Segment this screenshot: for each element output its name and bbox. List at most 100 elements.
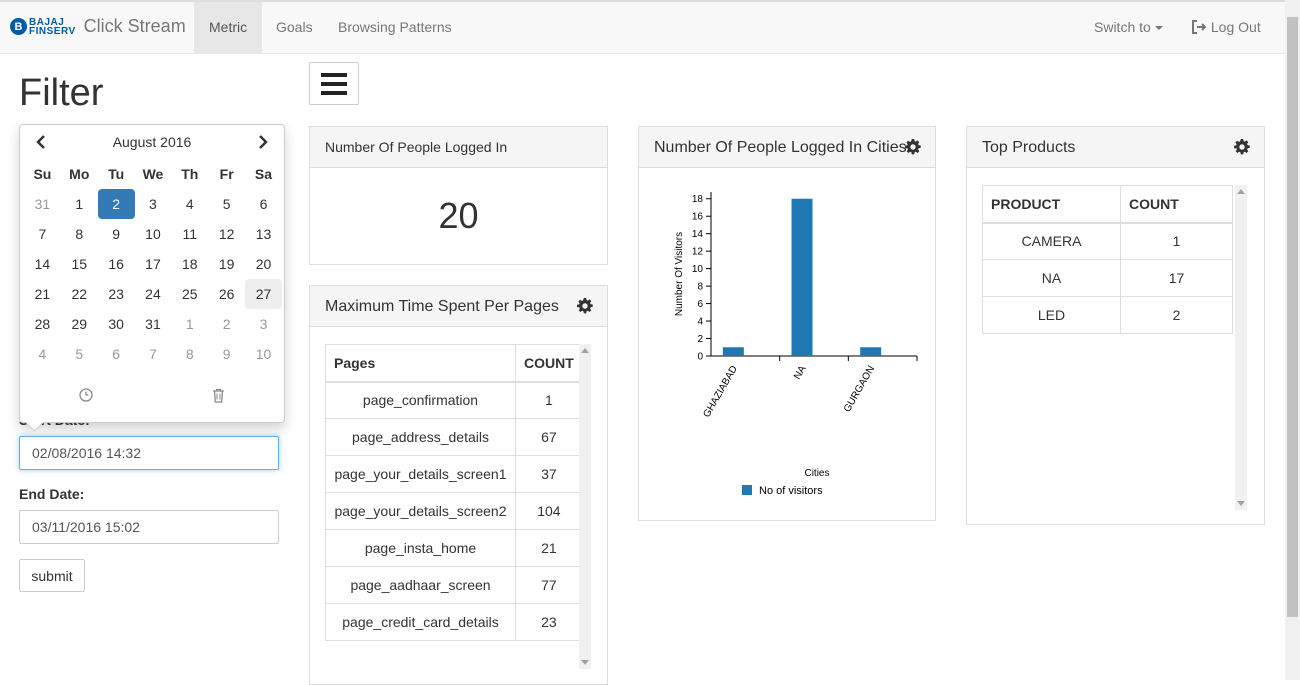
table-scrollbar[interactable] bbox=[579, 344, 591, 669]
column-header-count[interactable]: COUNT bbox=[515, 344, 583, 383]
gear-icon[interactable] bbox=[1234, 139, 1250, 155]
nav-item-browsing-patterns[interactable]: Browsing Patterns bbox=[338, 19, 452, 35]
calendar-day[interactable]: 2 bbox=[222, 316, 231, 332]
calendar-day[interactable]: 14 bbox=[34, 256, 51, 272]
calendar-day[interactable]: 4 bbox=[38, 346, 47, 362]
calendar-week-row: 28 29 30 31 1 2 3 bbox=[24, 309, 282, 339]
calendar-day[interactable]: 16 bbox=[108, 256, 124, 272]
calendar-day[interactable]: 31 bbox=[145, 316, 161, 332]
calendar-day[interactable]: 12 bbox=[218, 226, 235, 242]
table-row[interactable]: CAMERA 1 bbox=[982, 222, 1233, 260]
menu-toggle-hamburger-icon[interactable] bbox=[309, 62, 359, 105]
calendar-day[interactable]: 21 bbox=[34, 286, 51, 302]
time-picker-button[interactable] bbox=[20, 379, 152, 411]
x-tick-label: GHAZIABAD bbox=[702, 364, 740, 420]
scroll-down-arrow-icon[interactable] bbox=[581, 660, 589, 665]
calendar-day[interactable]: 1 bbox=[185, 316, 194, 332]
logout-label: Log Out bbox=[1210, 19, 1261, 35]
scroll-down-arrow-icon[interactable] bbox=[1237, 501, 1245, 506]
calendar-day[interactable]: 13 bbox=[255, 226, 272, 242]
table-cell-count: 67 bbox=[515, 418, 583, 456]
calendar-day[interactable]: 15 bbox=[71, 256, 88, 272]
table-row[interactable]: page_your_details_screen2 104 bbox=[325, 492, 583, 530]
calendar-day[interactable]: 17 bbox=[145, 256, 161, 272]
calendar-day[interactable]: 8 bbox=[185, 346, 194, 362]
calendar-day[interactable]: 6 bbox=[259, 196, 268, 212]
table-row[interactable]: page_address_details 67 bbox=[325, 418, 583, 456]
calendar-day[interactable]: 30 bbox=[108, 316, 124, 332]
calendar-day[interactable]: 10 bbox=[145, 226, 161, 242]
table-row[interactable]: LED 2 bbox=[982, 296, 1233, 334]
products-table-wrapper: PRODUCT COUNT CAMERA 1 NA 17 LED 2 bbox=[982, 185, 1233, 334]
calendar-day[interactable]: 5 bbox=[222, 196, 231, 212]
calendar-day[interactable]: 9 bbox=[222, 346, 231, 362]
column-header-count[interactable]: COUNT bbox=[1120, 185, 1233, 224]
calendar-day[interactable]: 27 bbox=[245, 279, 282, 309]
table-scrollbar[interactable] bbox=[1235, 185, 1247, 510]
table-row[interactable]: page_credit_card_details 23 bbox=[325, 603, 583, 641]
weekday-header: Sa bbox=[254, 166, 273, 182]
calendar-day[interactable]: 22 bbox=[71, 286, 88, 302]
calendar-day[interactable]: 29 bbox=[71, 316, 88, 332]
y-tick-label: 0 bbox=[697, 352, 703, 363]
gear-icon[interactable] bbox=[577, 298, 593, 314]
calendar-day[interactable]: 4 bbox=[185, 196, 194, 212]
bar bbox=[722, 347, 744, 356]
calendar-day[interactable]: 26 bbox=[218, 286, 235, 302]
submit-button[interactable]: submit bbox=[19, 559, 85, 592]
calendar-month-title[interactable]: August 2016 bbox=[112, 134, 192, 150]
start-date-input[interactable] bbox=[19, 436, 279, 470]
column-header-pages[interactable]: Pages bbox=[325, 344, 516, 383]
calendar-day[interactable]: 9 bbox=[112, 226, 120, 242]
next-month-chevron-icon[interactable] bbox=[248, 130, 278, 154]
calendar-day[interactable]: 31 bbox=[34, 196, 51, 212]
calendar-grid: Su Mo Tu We Th Fr Sa 31 1 2 3 4 5 6 7 8 9 10 11 12 13 14 15 16 1… bbox=[24, 159, 282, 369]
calendar-day[interactable]: 5 bbox=[75, 346, 84, 362]
calendar-day[interactable]: 18 bbox=[182, 256, 198, 272]
nav-item-metric[interactable]: Metric bbox=[194, 2, 263, 54]
calendar-day[interactable]: 28 bbox=[34, 316, 51, 332]
brand[interactable]: B BAJAJ FINSERV Click Stream bbox=[10, 16, 186, 37]
column-header-product[interactable]: PRODUCT bbox=[982, 185, 1121, 224]
scroll-up-arrow-icon[interactable] bbox=[1237, 189, 1245, 194]
logged-in-panel: Number Of People Logged In 20 bbox=[309, 126, 608, 265]
calendar-day[interactable]: 23 bbox=[108, 286, 124, 302]
logo-line-2: FINSERV bbox=[29, 25, 76, 37]
table-cell-count: 21 bbox=[515, 529, 583, 567]
nav-item-goals[interactable]: Goals bbox=[276, 19, 313, 35]
table-cell-count: 37 bbox=[515, 455, 583, 493]
end-date-input[interactable] bbox=[19, 510, 279, 544]
calendar-day[interactable]: 7 bbox=[38, 226, 47, 242]
calendar-day[interactable]: 11 bbox=[182, 226, 198, 242]
calendar-day[interactable]: 2 bbox=[97, 189, 135, 219]
logout-link[interactable]: Log Out bbox=[1176, 2, 1276, 54]
calendar-day[interactable]: 3 bbox=[149, 196, 157, 212]
table-row[interactable]: page_aadhaar_screen 77 bbox=[325, 566, 583, 604]
table-cell-name: page_credit_card_details bbox=[325, 603, 516, 641]
calendar-day[interactable]: 6 bbox=[112, 346, 120, 362]
calendar-day[interactable]: 25 bbox=[182, 286, 198, 302]
scroll-up-arrow-icon[interactable] bbox=[581, 348, 589, 353]
table-row[interactable]: NA 17 bbox=[982, 259, 1233, 297]
table-row[interactable]: page_your_details_screen1 37 bbox=[325, 455, 583, 493]
page-scrollbar-thumb[interactable] bbox=[1287, 17, 1298, 617]
calendar-day[interactable]: 1 bbox=[75, 196, 84, 212]
caret-down-icon bbox=[1154, 26, 1163, 31]
clear-date-button[interactable] bbox=[152, 379, 284, 411]
calendar-day[interactable]: 10 bbox=[255, 346, 272, 362]
page-scrollbar[interactable] bbox=[1285, 0, 1300, 680]
calendar-day[interactable]: 19 bbox=[218, 256, 235, 272]
calendar-day[interactable]: 7 bbox=[149, 346, 157, 362]
gear-icon[interactable] bbox=[905, 139, 921, 155]
table-row[interactable]: page_insta_home 21 bbox=[325, 529, 583, 567]
calendar-day[interactable]: 8 bbox=[75, 226, 84, 242]
prev-month-chevron-icon[interactable] bbox=[26, 130, 56, 154]
calendar-day[interactable]: 20 bbox=[255, 256, 272, 272]
weekday-header: Tu bbox=[108, 166, 125, 182]
switch-to-dropdown[interactable]: Switch to bbox=[1079, 2, 1178, 54]
logout-icon bbox=[1192, 20, 1207, 34]
calendar-day[interactable]: 3 bbox=[259, 316, 268, 332]
top-products-title: Top Products bbox=[982, 139, 1076, 156]
table-row[interactable]: page_confirmation 1 bbox=[325, 381, 583, 419]
calendar-day[interactable]: 24 bbox=[145, 286, 161, 302]
